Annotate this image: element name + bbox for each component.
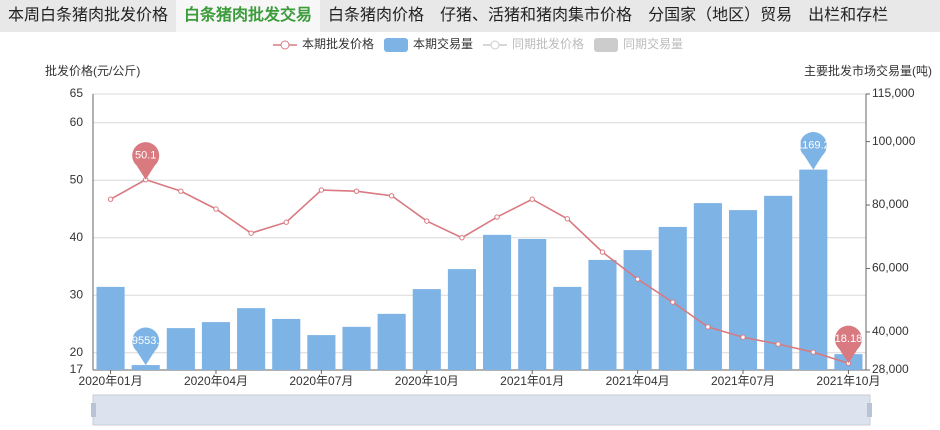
bar (693, 203, 722, 370)
bar (658, 226, 687, 370)
bar (307, 335, 336, 370)
bar (96, 286, 125, 370)
bar (201, 322, 231, 370)
x-tick-label: 2020年04月 (184, 374, 248, 388)
chart: 批发价格(元/公斤) 主要批发市场交易量(吨) 17 20 30 40 50 60 65 28… (45, 36, 932, 426)
pin-label: 91169.25 (791, 140, 836, 152)
mark-pin (132, 142, 160, 180)
line-point (424, 218, 430, 224)
x-tick-label: 2020年07月 (289, 374, 353, 388)
bar (799, 169, 828, 370)
tab[interactable]: 白条猪肉价格 (328, 7, 425, 24)
x-tick-label: 2021年01月 (500, 374, 564, 388)
tab[interactable]: 出栏和存栏 (808, 7, 889, 24)
line-point (670, 299, 676, 305)
bar (764, 195, 793, 370)
y2-tick-label: 28,000 (872, 362, 909, 376)
line-point (775, 341, 781, 347)
line-point (810, 349, 816, 355)
y-tick-label: 60 (70, 115, 84, 129)
line-point (213, 206, 219, 212)
line-point (494, 214, 500, 220)
line-point (248, 230, 254, 236)
x-tick-label: 2021年07月 (711, 374, 775, 388)
legend-label[interactable]: 本期交易量 (413, 36, 473, 51)
zoom-handle[interactable] (867, 403, 872, 417)
bar (728, 210, 758, 370)
y2-tick-label: 100,000 (872, 134, 916, 148)
bar (518, 238, 547, 370)
pin-label: 18.18 (835, 333, 863, 345)
tab[interactable]: 分国家（地区）贸易 (648, 7, 793, 24)
x-tick-label: 2021年10月 (816, 374, 880, 388)
y-tick-label: 40 (70, 230, 84, 244)
bar (377, 313, 406, 370)
legend-label[interactable]: 同期交易量 (623, 36, 683, 51)
zoom-slider[interactable] (92, 394, 871, 426)
mark-pin (132, 327, 160, 366)
y2-tick-label: 115,000 (872, 86, 915, 100)
zoom-handle[interactable] (91, 403, 96, 417)
y-tick-label: 65 (70, 86, 84, 100)
line-point (107, 196, 114, 202)
bar (553, 286, 582, 370)
bar (166, 328, 195, 370)
bar (237, 308, 266, 370)
line-point (740, 334, 746, 340)
y-tick-label: 17 (70, 362, 84, 376)
legend-icon (594, 38, 618, 52)
mark-pin (834, 325, 862, 364)
bar (131, 365, 160, 370)
line-point (634, 276, 641, 282)
bar (342, 326, 371, 370)
line (110, 178, 849, 364)
tab-bar: 本周白条猪肉批发价格 白条猪肉批发交易 白条猪肉价格 仔猪、活猪和猪肉集市价格 分国家（… (0, 0, 940, 32)
line-point (705, 324, 711, 330)
x-tick-label: 2021年04月 (606, 374, 670, 388)
x-tick-label: 2020年10月 (395, 374, 459, 388)
y-tick-label: 20 (70, 345, 84, 359)
line-point (353, 188, 360, 194)
legend-icon (280, 40, 290, 50)
y2-tick-label: 40,000 (872, 324, 909, 338)
line-point (529, 196, 535, 202)
pin-label: 50.1 (135, 150, 156, 162)
tab[interactable]: 本周白条猪肉批发价格 (8, 7, 169, 24)
line-point (564, 216, 571, 222)
y-tick-label: 50 (70, 172, 84, 186)
bar (483, 234, 512, 370)
bar (447, 269, 476, 370)
legend-label[interactable]: 同期批发价格 (512, 36, 584, 51)
tab[interactable]: 白条猪肉批发交易 (176, 0, 321, 32)
legend-label[interactable]: 本期批发价格 (302, 36, 374, 51)
y-tick-label: 30 (70, 287, 84, 301)
y2-tick-label: 60,000 (872, 261, 909, 275)
y2-axis-title: 主要批发市场交易量(吨) (804, 63, 932, 78)
line-point (599, 249, 606, 255)
bar (623, 250, 652, 370)
line-point (388, 193, 395, 199)
y2-tick-label: 80,000 (872, 197, 909, 211)
legend-icon (384, 38, 408, 52)
mark-pin (799, 132, 827, 170)
tab[interactable]: 仔猪、活猪和猪肉集市价格 (440, 7, 633, 24)
bar (588, 259, 617, 370)
line-point (178, 188, 184, 194)
x-tick-label: 2020年01月 (79, 374, 143, 388)
line-point (283, 219, 289, 225)
bar (272, 318, 301, 370)
line-point (459, 235, 465, 241)
y-axis-title: 批发价格(元/公斤) (45, 63, 140, 78)
line-point (318, 187, 325, 193)
bar (412, 289, 441, 370)
pin-label: 29553.7 (126, 335, 166, 347)
legend-icon (490, 40, 500, 50)
